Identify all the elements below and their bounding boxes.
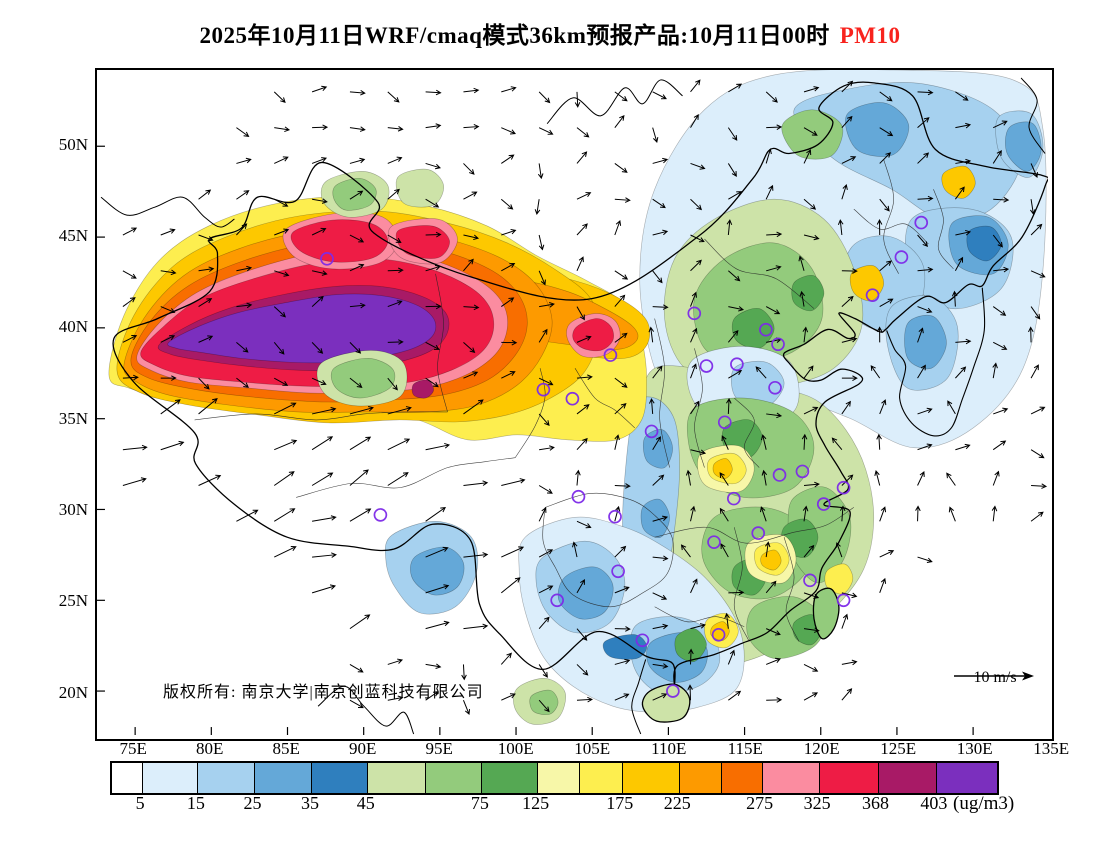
colorbar-cell (622, 763, 681, 793)
lon-tick-label: 100E (497, 739, 534, 758)
wind-reference: 10 m/s (952, 668, 1038, 687)
colorbar-cell (198, 763, 255, 793)
axis-ticks (97, 145, 974, 735)
title-species: PM10 (839, 23, 901, 48)
colorbar-cell (482, 763, 538, 793)
lon-tick-label: 90E (349, 739, 377, 758)
colorbar-tick-label: 45 (356, 793, 375, 813)
colorbar-tick-label: 25 (243, 793, 262, 813)
colorbar-tick-label: 125 (522, 793, 550, 813)
colorbar-unit: (ug/m3) (953, 793, 1015, 814)
colorbar-cell (680, 763, 722, 793)
colorbar-tick-label: 275 (746, 793, 774, 813)
colorbar-cell (721, 763, 763, 793)
colorbar-cell (312, 763, 369, 793)
map-frame: 版权所有: 南京大学|南京创蓝科技有限公司 10 m/s (95, 68, 1054, 741)
colorbar (110, 761, 999, 795)
colorbar-cell (425, 763, 483, 793)
china-pm10-map-svg (97, 70, 1048, 735)
lat-tick-label: 25N (58, 591, 88, 611)
colorbar-cell (579, 763, 623, 793)
lat-tick-label: 30N (58, 500, 88, 520)
colorbar-tick-label: 225 (663, 793, 691, 813)
lat-tick-label: 50N (58, 134, 88, 154)
lon-tick-label: 85E (272, 739, 300, 758)
colorbar-tick-label: 368 (862, 793, 890, 813)
colorbar-cell (937, 763, 998, 793)
lon-tick-label: 115E (727, 739, 763, 758)
lon-tick-label: 80E (196, 739, 224, 758)
colorbar-cell (142, 763, 199, 793)
lon-tick-label: 125E (880, 739, 917, 758)
title-text: 2025年10月11日WRF/cmaq模式36km预报产品:10月11日00时 (199, 23, 830, 48)
lon-tick-label: 130E (956, 739, 993, 758)
colorbar-cell (254, 763, 313, 793)
lon-tick-label: 135E (1033, 739, 1070, 758)
lon-tick-label: 75E (119, 739, 147, 758)
colorbar-tick-label: 5 (135, 793, 145, 813)
lat-tick-label: 20N (58, 682, 88, 702)
wind-reference-label: 10 m/s (973, 669, 1017, 686)
lon-tick-label: 105E (574, 739, 611, 758)
colorbar-tick-label: 15 (186, 793, 205, 813)
colorbar-cell (820, 763, 879, 793)
colorbar-cell (762, 763, 821, 793)
province-borders (194, 159, 954, 642)
colorbar-tick-label: 403 (920, 793, 948, 813)
lat-tick-label: 40N (58, 317, 88, 337)
colorbar-cell (537, 763, 580, 793)
colorbar-cell (878, 763, 938, 793)
colorbar-cell (368, 763, 426, 793)
colorbar-tick-label: 75 (470, 793, 489, 813)
lat-tick-label: 35N (58, 408, 88, 428)
copyright-label: 版权所有: 南京大学|南京创蓝科技有限公司 (163, 684, 484, 701)
geography-coastlines (100, 77, 1048, 735)
colorbar-tick-label: 35 (301, 793, 319, 813)
wind-reference-arrow-icon (954, 671, 1034, 681)
city-markers (320, 215, 929, 698)
lon-tick-label: 110E (651, 739, 687, 758)
wind-vectors (122, 79, 1048, 716)
lat-tick-label: 45N (58, 226, 88, 246)
lon-tick-label: 95E (425, 739, 453, 758)
page-title: 2025年10月11日WRF/cmaq模式36km预报产品:10月11日00时 P… (0, 16, 1100, 50)
colorbar-tick-label: 175 (606, 793, 634, 813)
colorbar-tick-label: 325 (803, 793, 831, 813)
colorbar-cell (112, 763, 143, 793)
lon-tick-label: 120E (803, 739, 840, 758)
